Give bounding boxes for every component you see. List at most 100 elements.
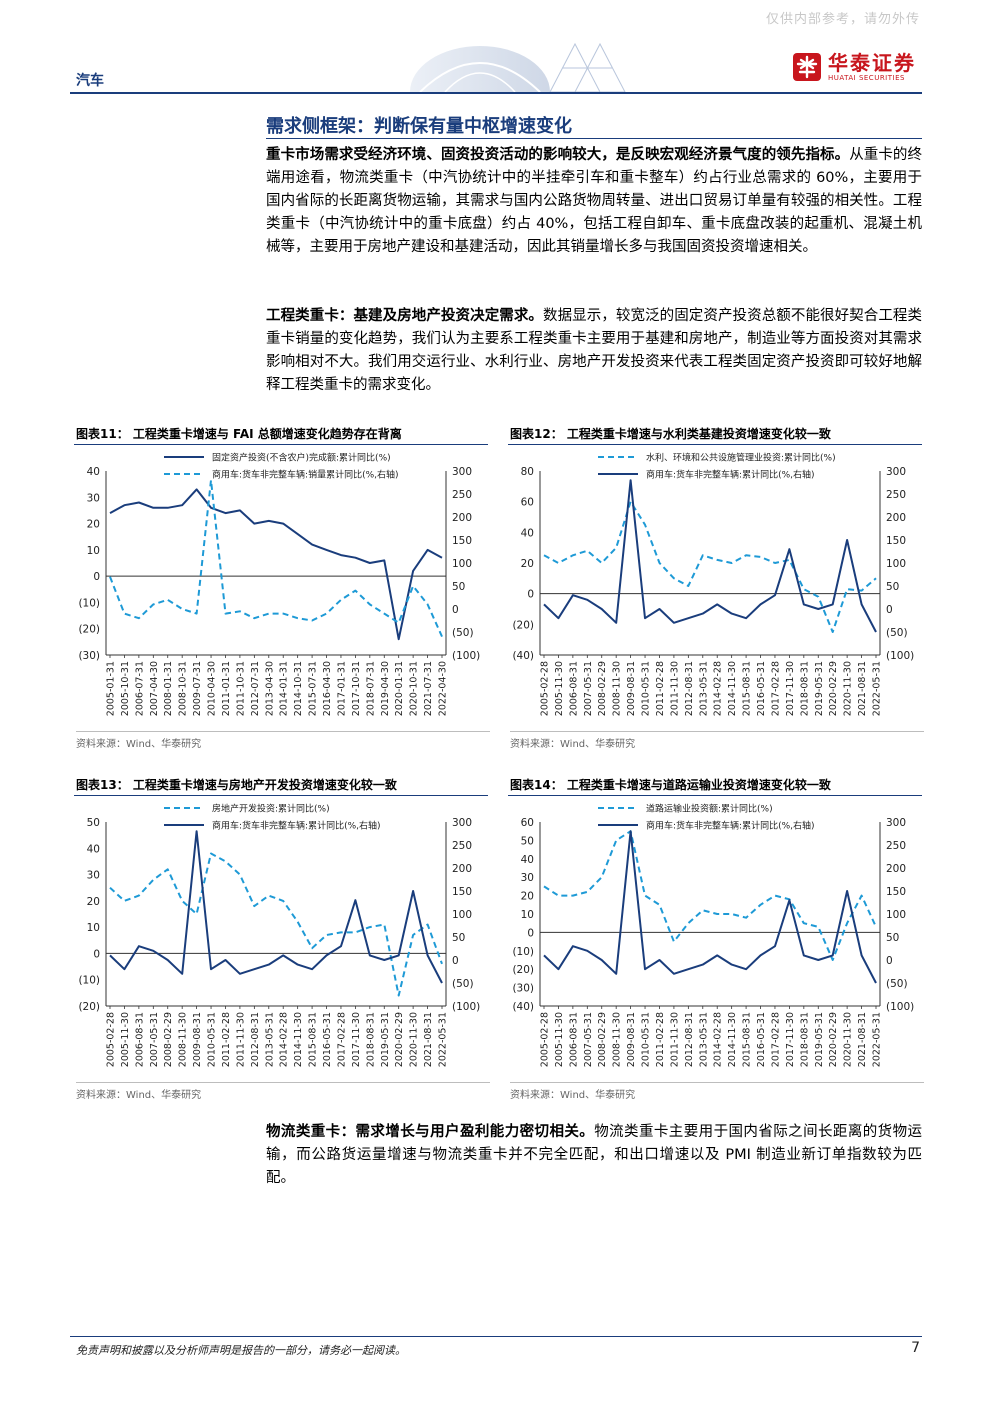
paragraph-logistics: 物流类重卡：需求增长与用户盈利能力密切相关。物流类重卡主要用于国内省际之间长距离… xyxy=(266,1121,922,1190)
right-tick-label: (100) xyxy=(452,650,480,662)
left-tick-label: (20) xyxy=(78,1001,100,1013)
x-tick-label: 2007-05-31 xyxy=(583,1012,594,1067)
x-tick-label: 2012-08-31 xyxy=(684,1012,695,1067)
x-tick-label: 2010-05-31 xyxy=(207,1012,218,1067)
header-rule xyxy=(70,92,922,94)
x-tick-label: 2013-05-31 xyxy=(264,1012,275,1067)
left-tick-label: 40 xyxy=(521,527,534,539)
x-tick-label: 2007-04-30 xyxy=(149,661,160,716)
right-tick-label: (50) xyxy=(886,627,908,639)
x-tick-label: 2014-11-30 xyxy=(727,1012,738,1067)
x-tick-label: 2016-04-30 xyxy=(322,661,333,716)
right-tick-label: 300 xyxy=(886,817,906,829)
figure-source: 资料来源：Wind、华泰研究 xyxy=(510,731,924,750)
series-line xyxy=(109,852,443,997)
x-tick-label: 2022-04-30 xyxy=(438,661,449,716)
x-tick-label: 2017-02-28 xyxy=(770,1012,781,1067)
paragraph-lead: 物流类重卡：需求增长与用户盈利能力密切相关。 xyxy=(266,1124,595,1140)
left-tick-label: (40) xyxy=(512,650,534,662)
x-tick-label: 2020-11-30 xyxy=(409,1012,420,1067)
x-tick-label: 2008-02-29 xyxy=(163,1012,174,1067)
paragraph-lead: 重卡市场需求受经济环境、固资投资活动的影响较大，是反映宏观经济景气度的领先指标。 xyxy=(266,147,850,163)
x-tick-label: 2020-02-29 xyxy=(828,661,839,716)
left-tick-label: 80 xyxy=(521,466,534,478)
legend-label: 商用车:货车非完整车辆:销量累计同比(%,右轴) xyxy=(212,469,399,481)
x-tick-label: 2009-08-31 xyxy=(192,1012,203,1067)
left-tick-label: (30) xyxy=(512,983,534,995)
x-tick-label: 2006-08-31 xyxy=(134,1012,145,1067)
right-tick-label: (100) xyxy=(886,1001,914,1013)
x-tick-label: 2022-05-31 xyxy=(438,1012,449,1067)
x-tick-label: 2017-02-28 xyxy=(336,1012,347,1067)
left-tick-label: 30 xyxy=(87,492,100,504)
x-tick-label: 2019-05-31 xyxy=(814,661,825,716)
left-tick-label: (40) xyxy=(512,1001,534,1013)
huatai-logo: 华泰证券 HUATAI SECURITIES xyxy=(792,52,916,82)
x-tick-label: 2017-11-30 xyxy=(351,1012,362,1067)
x-tick-label: 2009-08-31 xyxy=(626,1012,637,1067)
right-tick-label: (50) xyxy=(886,978,908,990)
x-tick-label: 2011-11-30 xyxy=(235,1012,246,1067)
x-tick-label: 2020-02-29 xyxy=(828,1012,839,1067)
left-tick-label: 0 xyxy=(527,927,534,939)
x-tick-label: 2014-02-28 xyxy=(713,661,724,716)
x-tick-label: 2013-04-30 xyxy=(264,661,275,716)
series-line xyxy=(543,830,877,984)
x-tick-label: 2020-10-31 xyxy=(409,661,420,716)
logo-name-en: HUATAI SECURITIES xyxy=(828,74,905,82)
x-tick-label: 2014-10-31 xyxy=(293,661,304,716)
x-tick-label: 2020-11-30 xyxy=(843,1012,854,1067)
x-tick-label: 2008-10-31 xyxy=(178,661,189,716)
right-tick-label: 50 xyxy=(452,581,465,593)
x-tick-label: 2014-11-30 xyxy=(727,661,738,716)
left-tick-label: 0 xyxy=(93,948,100,960)
right-tick-label: 100 xyxy=(886,909,906,921)
left-tick-label: 20 xyxy=(521,558,534,570)
right-tick-label: 250 xyxy=(452,489,472,501)
legend-label: 商用车:货车非完整车辆:累计同比(%,右轴) xyxy=(646,469,815,481)
left-tick-label: 10 xyxy=(87,922,100,934)
x-tick-label: 2017-11-30 xyxy=(785,661,796,716)
legend-label: 固定资产投资(不含农户)完成额:累计同比(%) xyxy=(212,452,391,464)
x-tick-label: 2018-08-31 xyxy=(365,1012,376,1067)
right-tick-label: 200 xyxy=(452,512,472,524)
watermark-text: 仅供内部参考，请勿外传 xyxy=(765,12,920,27)
right-tick-label: (50) xyxy=(452,978,474,990)
right-tick-label: 250 xyxy=(886,840,906,852)
logo-mark-icon xyxy=(793,53,821,81)
section-tag: 汽车 xyxy=(76,73,104,89)
figure-source: 资料来源：Wind、华泰研究 xyxy=(76,1082,490,1101)
legend-label: 房地产开发投资:累计同比(%) xyxy=(212,803,330,815)
paragraph-body: 从重卡的终端用途看，物流类重卡（中汽协统计中的半挂牵引车和重卡整车）约占行业总需… xyxy=(266,147,923,255)
figure-title: 图表11： 工程类重卡增速与 FAI 总额增速变化趋势存在背离 xyxy=(74,425,488,445)
figure-title: 图表12： 工程类重卡增速与水利类基建投资增速变化较一致 xyxy=(508,425,922,445)
right-tick-label: (100) xyxy=(452,1001,480,1013)
x-tick-label: 2014-11-30 xyxy=(293,1012,304,1067)
right-tick-label: 100 xyxy=(452,558,472,570)
x-tick-label: 2010-04-30 xyxy=(207,661,218,716)
legend-label: 水利、环境和公共设施管理业投资:累计同比(%) xyxy=(646,452,836,464)
x-tick-label: 2017-10-31 xyxy=(351,661,362,716)
x-tick-label: 2009-08-31 xyxy=(626,661,637,716)
right-tick-label: 150 xyxy=(452,886,472,898)
x-tick-label: 2019-05-31 xyxy=(814,1012,825,1067)
globe-graphic xyxy=(410,42,626,94)
x-tick-label: 2005-02-28 xyxy=(540,661,551,716)
left-tick-label: (30) xyxy=(78,650,100,662)
x-tick-label: 2005-02-28 xyxy=(540,1012,551,1067)
x-tick-label: 2020-02-29 xyxy=(394,1012,405,1067)
footer-rule xyxy=(70,1336,922,1337)
left-tick-label: 30 xyxy=(87,870,100,882)
series-line xyxy=(109,479,443,638)
series-line xyxy=(109,830,443,984)
series-line xyxy=(109,488,443,641)
x-tick-label: 2021-08-31 xyxy=(857,1012,868,1067)
paragraph-demand: 重卡市场需求受经济环境、固资投资活动的影响较大，是反映宏观经济景气度的领先指标。… xyxy=(266,144,922,259)
x-tick-label: 2007-05-31 xyxy=(583,661,594,716)
x-tick-label: 2008-11-30 xyxy=(178,1012,189,1067)
x-tick-label: 2015-08-31 xyxy=(308,1012,319,1067)
section-title: 需求侧框架：判断保有量中枢增速变化 xyxy=(266,116,572,137)
paragraph-body: 数据显示，较宽泛的固定资产投资总额不能很好契合工程类重卡销量的变化趋势，我们认为… xyxy=(266,308,923,393)
x-tick-label: 2005-11-30 xyxy=(120,1012,131,1067)
right-tick-label: 50 xyxy=(886,932,899,944)
